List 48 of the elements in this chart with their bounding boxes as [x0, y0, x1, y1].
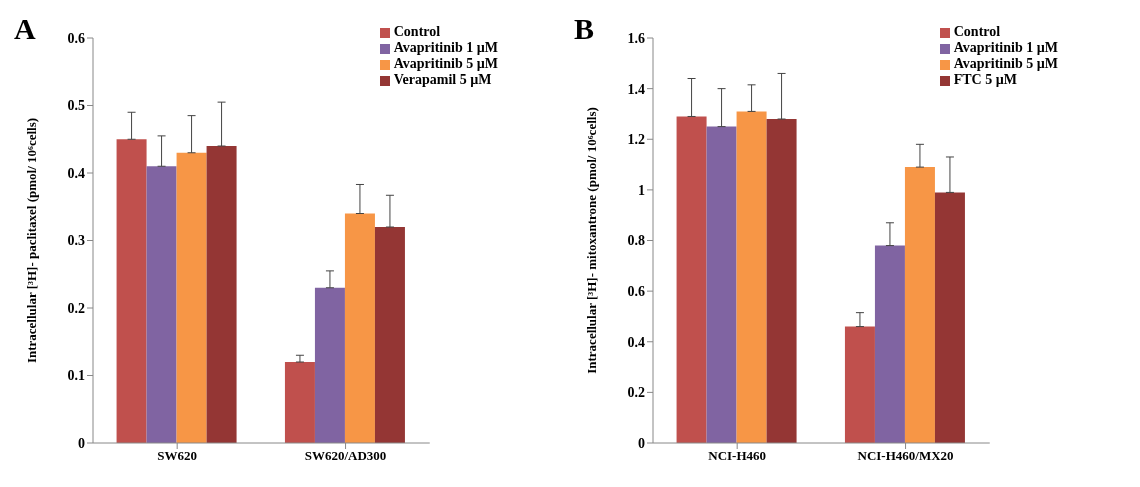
y-tick-label: 0	[78, 435, 85, 451]
y-tick-label: 0.8	[627, 233, 645, 249]
bar	[176, 152, 207, 443]
legend-label: Verapamil 5 µM	[393, 72, 492, 87]
bar	[374, 227, 405, 443]
y-tick-label: 1.4	[627, 81, 645, 97]
y-tick-label: 1.2	[627, 132, 645, 148]
y-tick-label: 0.6	[67, 30, 85, 46]
bar	[314, 287, 345, 443]
y-tick-label: 0.2	[627, 385, 645, 401]
bar	[206, 146, 237, 443]
bar	[116, 139, 147, 443]
legend-label: Avapritinib 1 µM	[953, 40, 1058, 55]
legend-label: FTC 5 µM	[953, 72, 1018, 87]
legend-label: Avapritinib 1 µM	[393, 40, 498, 55]
legend-label: Avapritinib 5 µM	[953, 56, 1058, 71]
bar	[676, 116, 707, 443]
y-tick-label: 0.4	[627, 334, 645, 350]
x-tick-label: SW620	[157, 448, 198, 464]
y-tick-label: 0.2	[67, 300, 85, 316]
y-tick-label: 0.3	[67, 233, 85, 249]
legend-label: Control	[953, 24, 1001, 39]
bar	[146, 166, 177, 443]
y-tick-label: 1	[638, 182, 645, 198]
bar	[344, 213, 375, 443]
x-tick-label: NCI-H460	[708, 448, 767, 464]
x-tick-label: NCI-H460/MX20	[857, 448, 954, 464]
bar	[766, 119, 797, 443]
bar	[904, 167, 935, 443]
y-axis-title: Intracellular [³H]- paclitaxel (pmol/ 10⁶cells)	[23, 117, 39, 364]
y-tick-label: 0.1	[67, 368, 85, 384]
y-tick-label: 0.4	[67, 165, 85, 181]
bar	[844, 326, 875, 443]
bar	[874, 245, 905, 443]
y-tick-label: 0	[638, 435, 645, 451]
chart-title: A	[14, 12, 36, 46]
bar	[736, 111, 767, 443]
bar	[706, 126, 737, 443]
bar	[284, 362, 315, 443]
bar	[934, 192, 965, 443]
y-axis-title: Intracellular [³H]- mitoxantrone (pmol/ 10⁶cells)	[583, 107, 599, 374]
y-tick-label: 0.6	[627, 284, 645, 300]
y-tick-label: 1.6	[627, 30, 645, 46]
y-tick-label: 0.5	[67, 98, 85, 114]
legend-label: Control	[393, 24, 441, 39]
legend-label: Avapritinib 5 µM	[393, 56, 498, 71]
chart-title: B	[574, 12, 595, 46]
x-tick-label: SW620/AD300	[304, 448, 387, 464]
